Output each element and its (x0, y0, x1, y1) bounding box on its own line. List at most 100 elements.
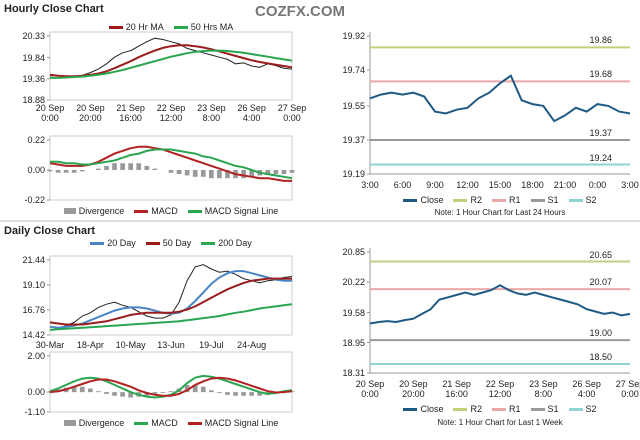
legend-item: MACD Signal Line (187, 206, 278, 216)
x-tick-label: 21 Sep 16:00 (116, 103, 145, 123)
bar (217, 392, 222, 394)
chart-title: Daily Close Chart (4, 225, 96, 237)
bar (208, 390, 214, 393)
bar (208, 170, 214, 179)
y-tick-label: 21.44 (22, 255, 45, 265)
legend-swatch (134, 209, 149, 213)
y-tick-label: 18.88 (22, 95, 45, 105)
y-tick-label: 19.84 (22, 52, 45, 63)
x-tick-label: 24-Aug (237, 340, 267, 350)
bar (184, 384, 190, 393)
legend-label: Close (420, 404, 444, 414)
legend-label: S1 (547, 404, 559, 414)
legend-item: Close (403, 404, 443, 414)
y-tick-label: 14.42 (22, 330, 45, 340)
legend-item: S1 (530, 404, 559, 414)
x-tick-label: 0:00 (588, 180, 607, 190)
x-tick-label: 20 Sep 0:00 (355, 379, 385, 399)
bar (160, 392, 166, 394)
legend-item: 20 Hr MA (108, 22, 164, 32)
legend-swatch (403, 407, 418, 411)
y-tick-label: 19.74 (342, 65, 365, 76)
bar (120, 163, 125, 170)
legend-item: 50 Hrs MA (173, 22, 233, 32)
y-tick-label: 0.00 (27, 165, 45, 175)
bar (176, 170, 182, 175)
legend: 20 Hr MA 50 Hrs MA (50, 22, 292, 32)
x-tick-label: 27 Sep 0:00 (277, 103, 307, 123)
y-tick-label: 20.22 (342, 277, 365, 287)
x-tick-label: 20 Sep 0:00 (35, 103, 65, 123)
legend-label: R2 (470, 195, 482, 205)
bar (249, 392, 255, 396)
legend-swatch (63, 420, 76, 426)
level-label: 19.37 (589, 127, 612, 138)
bar (217, 170, 222, 179)
y-tick-label: 18.31 (342, 368, 365, 378)
legend-swatch (90, 241, 105, 245)
bar (289, 170, 295, 173)
bar (96, 168, 101, 170)
legend: Divergence MACD MACD Signal Line (50, 418, 292, 428)
bar (152, 392, 158, 395)
x-tick-label: 20 Sep 20:00 (76, 103, 105, 123)
x-tick-label: 21 Sep 16:00 (442, 379, 471, 399)
y-tick-label: 20.33 (22, 31, 45, 41)
series-line (369, 284, 631, 325)
bar (257, 392, 263, 396)
y-tick-label: 16.76 (22, 305, 45, 315)
y-tick-label: 19.92 (342, 31, 365, 41)
legend-label: R1 (508, 404, 521, 414)
legend-swatch (173, 25, 188, 29)
legend-label: S2 (585, 404, 597, 414)
legend-label: S1 (547, 195, 559, 205)
x-tick-label: 22 Sep 12:00 (485, 379, 515, 399)
level-label: 20.07 (589, 277, 612, 288)
bar (112, 163, 117, 170)
y-tick-label: -1.10 (24, 407, 45, 417)
legend-swatch (530, 407, 545, 411)
bar (281, 170, 287, 175)
legend-item: 50 Day (145, 238, 191, 248)
x-tick-label: 9:00 (426, 180, 444, 190)
legend-swatch (145, 241, 160, 245)
x-tick-label: 6:00 (393, 180, 412, 190)
bar (168, 391, 174, 393)
x-tick-label: 20 Sep 20:00 (399, 379, 428, 399)
x-tick-label: 12:00 (456, 180, 479, 190)
plot-frame (49, 351, 293, 413)
y-tick-label: 2.00 (27, 351, 45, 361)
x-tick-label: 26 Sep 4:00 (572, 379, 601, 399)
legend-label: 20 Day (107, 238, 136, 248)
legend-item: Divergence (63, 206, 125, 216)
series-line (50, 49, 293, 79)
y-tick-label: 20.85 (342, 247, 365, 257)
x-tick-label: 27 Sep 0:00 (615, 379, 640, 399)
bar (144, 165, 150, 170)
legend-label: Divergence (78, 206, 125, 216)
y-tick-label: 19.37 (342, 134, 365, 145)
legend-item: S2 (568, 404, 597, 414)
x-tick-label: 10-May (115, 340, 146, 350)
bar (273, 170, 279, 175)
legend-swatch (134, 421, 149, 425)
legend-swatch (530, 198, 545, 202)
series-line (49, 277, 292, 326)
legend-swatch (403, 198, 418, 202)
legend-item: MACD Signal Line (187, 418, 278, 428)
chart-title: Hourly Close Chart (4, 3, 104, 15)
brand: COZFX.COM (255, 3, 345, 20)
bar (63, 170, 69, 173)
x-tick-label: 23 Sep 8:00 (197, 103, 226, 123)
bar (55, 170, 61, 173)
y-tick-label: 19.19 (342, 169, 365, 179)
legend-label: 20 Hr MA (125, 22, 164, 32)
bar (265, 170, 271, 175)
bar (128, 163, 134, 170)
y-tick-label: 19.55 (342, 100, 365, 111)
legend-label: MACD (151, 206, 178, 216)
bar (96, 391, 101, 393)
legend-label: R1 (508, 195, 521, 205)
